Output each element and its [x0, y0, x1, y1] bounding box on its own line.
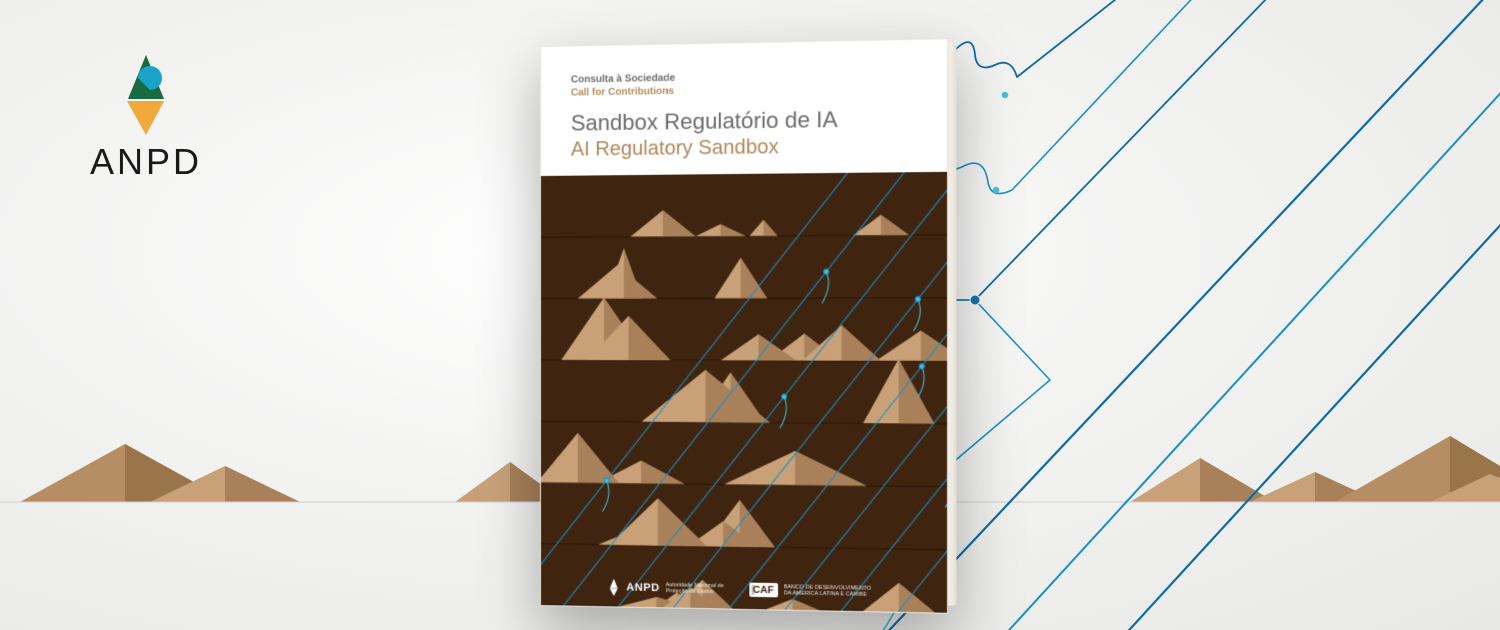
cover-heading: Consulta à Sociedade Call for Contributi… — [541, 39, 947, 176]
caf-icon: CAF — [749, 583, 778, 598]
anpd-mini-icon — [608, 578, 620, 596]
cover-title-en: AI Regulatory Sandbox — [571, 134, 916, 161]
book-front-cover: Consulta à Sociedade Call for Contributi… — [540, 38, 948, 614]
anpd-logo: ANPD — [90, 55, 202, 183]
cover-footer-caf: CAF BANCO DE DESENVOLVIMENTO DA AMÉRICA … — [749, 583, 877, 600]
horizon-dune-left — [20, 444, 565, 502]
cover-illustration: ANPD Autoridade Nacional de Proteção de … — [541, 172, 947, 613]
report-cover: Consulta à Sociedade Call for Contributi… — [540, 38, 948, 614]
cover-footer-anpd-label: ANPD — [626, 581, 659, 594]
anpd-logo-icon — [118, 55, 174, 135]
cover-footer-anpd-sub: Autoridade Nacional de Proteção de Dados — [666, 582, 727, 596]
cover-footer-anpd: ANPD Autoridade Nacional de Proteção de … — [608, 578, 726, 598]
cover-footer-caf-sub: BANCO DE DESENVOLVIMENTO DA AMÉRICA LATI… — [784, 584, 877, 599]
cover-title-pt: Sandbox Regulatório de IA — [571, 105, 916, 136]
anpd-logo-text: ANPD — [90, 141, 202, 183]
